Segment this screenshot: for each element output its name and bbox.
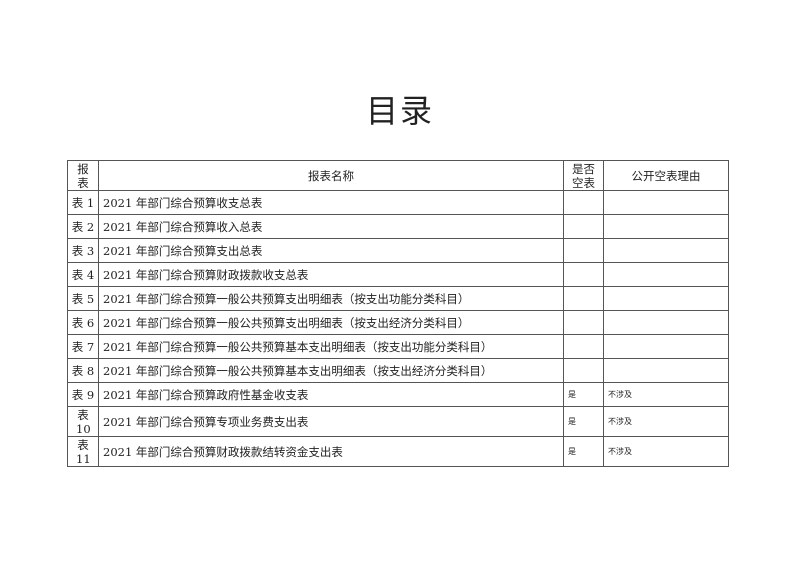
is-empty-cell bbox=[563, 286, 604, 311]
header-report-no: 报表 bbox=[67, 160, 99, 191]
is-empty-cell bbox=[563, 358, 604, 383]
report-name-cell: 2021 年部门综合预算支出总表 bbox=[98, 238, 564, 263]
empty-reason-cell bbox=[603, 190, 729, 215]
is-empty-cell bbox=[563, 190, 604, 215]
report-no-cell: 表 4 bbox=[67, 262, 99, 287]
report-name-cell: 2021 年部门综合预算一般公共预算基本支出明细表（按支出功能分类科目） bbox=[98, 334, 564, 359]
table-row: 表 10 2021 年部门综合预算专项业务费支出表是不涉及 bbox=[67, 406, 729, 437]
report-no-cell: 表 3 bbox=[67, 238, 99, 263]
empty-reason-cell bbox=[603, 358, 729, 383]
table-row: 表 4 2021 年部门综合预算财政拨款收支总表 bbox=[67, 262, 729, 287]
report-no-cell: 表 10 bbox=[67, 406, 99, 437]
empty-reason-cell bbox=[603, 214, 729, 239]
report-name-cell: 2021 年部门综合预算一般公共预算基本支出明细表（按支出经济分类科目） bbox=[98, 358, 564, 383]
report-name-cell: 2021 年部门综合预算收入总表 bbox=[98, 214, 564, 239]
empty-reason-cell bbox=[603, 262, 729, 287]
report-no-cell: 表 5 bbox=[67, 286, 99, 311]
table-row: 表 6 2021 年部门综合预算一般公共预算支出明细表（按支出经济分类科目） bbox=[67, 310, 729, 335]
is-empty-cell bbox=[563, 214, 604, 239]
report-no-cell: 表 9 bbox=[67, 382, 99, 407]
report-no-cell: 表 7 bbox=[67, 334, 99, 359]
empty-reason-cell: 不涉及 bbox=[603, 436, 729, 467]
empty-reason-cell: 不涉及 bbox=[603, 382, 729, 407]
table-row: 表 7 2021 年部门综合预算一般公共预算基本支出明细表（按支出功能分类科目） bbox=[67, 334, 729, 359]
is-empty-cell bbox=[563, 334, 604, 359]
report-name-cell: 2021 年部门综合预算一般公共预算支出明细表（按支出经济分类科目） bbox=[98, 310, 564, 335]
is-empty-cell bbox=[563, 310, 604, 335]
report-name-cell: 2021 年部门综合预算政府性基金收支表 bbox=[98, 382, 564, 407]
report-no-cell: 表 8 bbox=[67, 358, 99, 383]
report-no-cell: 表 6 bbox=[67, 310, 99, 335]
empty-reason-cell bbox=[603, 238, 729, 263]
table-row: 表 5 2021 年部门综合预算一般公共预算支出明细表（按支出功能分类科目） bbox=[67, 286, 729, 311]
is-empty-cell bbox=[563, 262, 604, 287]
report-name-cell: 2021 年部门综合预算专项业务费支出表 bbox=[98, 406, 564, 437]
report-name-cell: 2021 年部门综合预算财政拨款结转资金支出表 bbox=[98, 436, 564, 467]
report-no-cell: 表 1 bbox=[67, 190, 99, 215]
page-title: 目录 bbox=[365, 92, 434, 130]
table-row: 表 9 2021 年部门综合预算政府性基金收支表是不涉及 bbox=[67, 382, 729, 407]
is-empty-cell bbox=[563, 238, 604, 263]
table-row: 表 3 2021 年部门综合预算支出总表 bbox=[67, 238, 729, 263]
catalog-table: 报表 报表名称 是否空表 公开空表理由 表 1 2021 年部门综合预算收支总表表… bbox=[67, 160, 729, 467]
table-row: 表 11 2021 年部门综合预算财政拨款结转资金支出表是不涉及 bbox=[67, 436, 729, 467]
empty-reason-cell bbox=[603, 310, 729, 335]
table-row: 表 2 2021 年部门综合预算收入总表 bbox=[67, 214, 729, 239]
report-name-cell: 2021 年部门综合预算一般公共预算支出明细表（按支出功能分类科目） bbox=[98, 286, 564, 311]
header-empty-reason: 公开空表理由 bbox=[603, 160, 729, 191]
table-row: 表 8 2021 年部门综合预算一般公共预算基本支出明细表（按支出经济分类科目） bbox=[67, 358, 729, 383]
header-is-empty: 是否空表 bbox=[563, 160, 604, 191]
table-row: 表 1 2021 年部门综合预算收支总表 bbox=[67, 190, 729, 215]
report-name-cell: 2021 年部门综合预算收支总表 bbox=[98, 190, 564, 215]
report-no-cell: 表 2 bbox=[67, 214, 99, 239]
table-header-row: 报表 报表名称 是否空表 公开空表理由 bbox=[67, 160, 729, 191]
empty-reason-cell bbox=[603, 334, 729, 359]
report-no-cell: 表 11 bbox=[67, 436, 99, 467]
is-empty-cell: 是 bbox=[563, 406, 604, 437]
empty-reason-cell: 不涉及 bbox=[603, 406, 729, 437]
empty-reason-cell bbox=[603, 286, 729, 311]
is-empty-cell: 是 bbox=[563, 436, 604, 467]
is-empty-cell: 是 bbox=[563, 382, 604, 407]
header-report-name: 报表名称 bbox=[98, 160, 564, 191]
report-name-cell: 2021 年部门综合预算财政拨款收支总表 bbox=[98, 262, 564, 287]
